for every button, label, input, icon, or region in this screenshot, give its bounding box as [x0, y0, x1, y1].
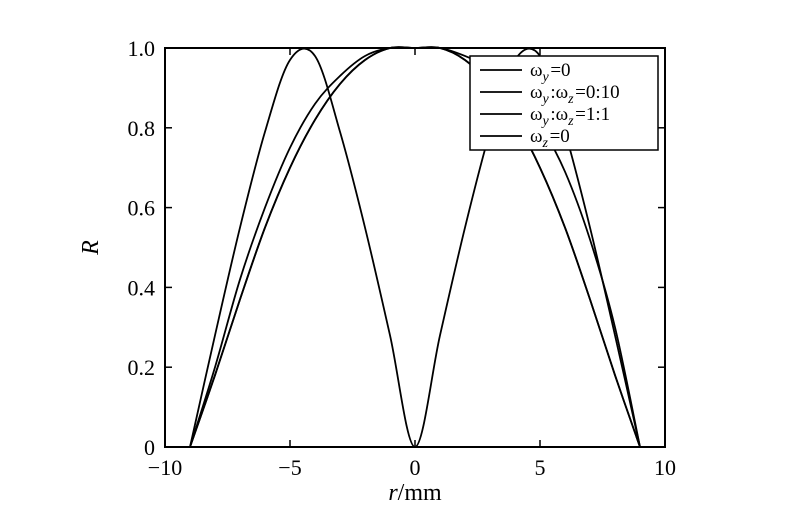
x-tick-label: −10 — [148, 455, 182, 480]
y-tick-label: 0.8 — [128, 116, 156, 141]
y-tick-label: 0.6 — [128, 196, 156, 221]
axis-tick-labels: −10 −5 0 5 10 0 0.2 0.4 0.6 0.8 1.0 — [128, 36, 677, 480]
y-tick-label: 0.4 — [128, 275, 156, 300]
y-tick-label: 0.2 — [128, 355, 156, 380]
x-tick-label: 10 — [654, 455, 676, 480]
x-tick-label: 0 — [410, 455, 421, 480]
y-axis-label: R — [78, 240, 104, 256]
legend-label-3: ωy :ωz =1:1 — [530, 104, 610, 129]
x-axis-label: r/mm — [388, 480, 442, 506]
x-tick-label: −5 — [278, 455, 301, 480]
y-tick-label: 1.0 — [128, 36, 156, 61]
x-tick-label: 5 — [535, 455, 546, 480]
legend-label-2: ωy :ωz =0:10 — [530, 82, 620, 107]
axis-ticks — [164, 47, 666, 448]
legend-label-1: ωy =0 — [530, 60, 571, 85]
legend-box — [469, 55, 659, 151]
y-tick-label: 0 — [144, 435, 155, 460]
legend-label-4: ωz =0 — [530, 126, 570, 151]
